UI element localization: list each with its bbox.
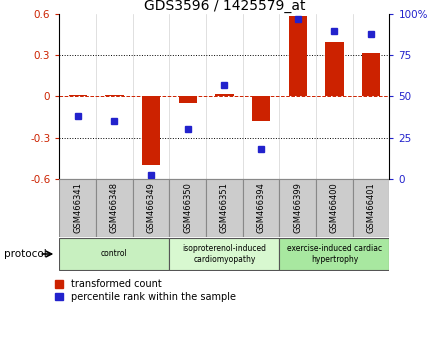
Bar xyxy=(279,238,389,270)
Text: GSM466341: GSM466341 xyxy=(73,183,82,233)
Title: GDS3596 / 1425579_at: GDS3596 / 1425579_at xyxy=(143,0,305,13)
Bar xyxy=(289,16,307,97)
Bar xyxy=(279,179,316,237)
Legend: transformed count, percentile rank within the sample: transformed count, percentile rank withi… xyxy=(55,279,236,302)
Text: control: control xyxy=(101,250,128,258)
Bar xyxy=(353,179,389,237)
Bar xyxy=(169,179,206,237)
Bar xyxy=(362,53,380,97)
Bar xyxy=(96,179,133,237)
Bar xyxy=(252,97,270,121)
Text: GSM466349: GSM466349 xyxy=(147,183,156,233)
Bar xyxy=(105,95,124,97)
Text: exercise-induced cardiac
hypertrophy: exercise-induced cardiac hypertrophy xyxy=(287,244,382,264)
Bar xyxy=(69,95,87,97)
Text: isoproterenol-induced
cardiomyopathy: isoproterenol-induced cardiomyopathy xyxy=(183,244,266,264)
Bar xyxy=(59,179,96,237)
Text: GSM466399: GSM466399 xyxy=(293,183,302,233)
Text: GSM466348: GSM466348 xyxy=(110,182,119,234)
Bar xyxy=(316,179,353,237)
Bar xyxy=(169,238,279,270)
Text: GSM466394: GSM466394 xyxy=(257,183,266,233)
Bar xyxy=(206,179,243,237)
Text: protocol: protocol xyxy=(4,249,47,259)
Bar xyxy=(325,42,344,97)
Text: GSM466351: GSM466351 xyxy=(220,183,229,233)
Text: GSM466350: GSM466350 xyxy=(183,183,192,233)
Bar xyxy=(179,97,197,103)
Bar xyxy=(215,94,234,97)
Bar xyxy=(133,179,169,237)
Bar xyxy=(142,97,160,165)
Bar xyxy=(59,238,169,270)
Text: GSM466400: GSM466400 xyxy=(330,183,339,233)
Bar xyxy=(243,179,279,237)
Text: GSM466401: GSM466401 xyxy=(367,183,376,233)
